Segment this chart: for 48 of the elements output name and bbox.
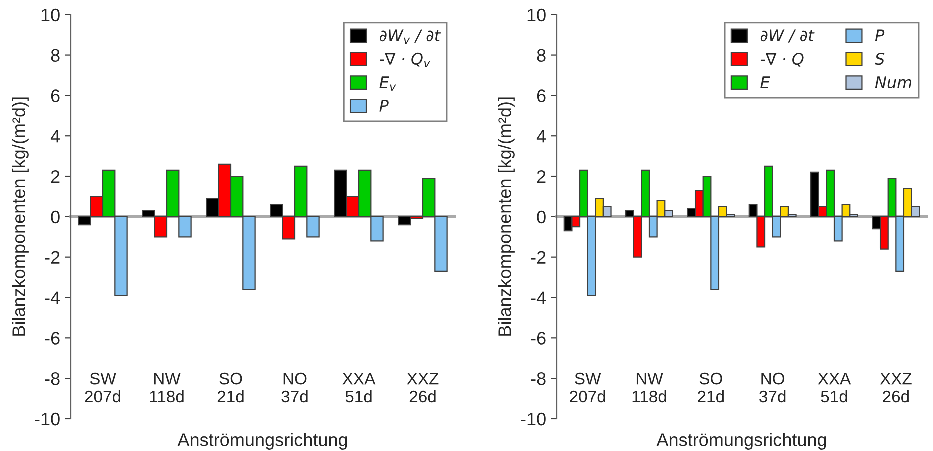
x-tick-label: XXA 51d <box>342 373 376 403</box>
x-tick-label: SO 21d <box>218 372 244 403</box>
y-tick-label: -10 <box>521 412 546 426</box>
legend-label: E$_{v}$ <box>380 76 396 91</box>
y-tick-label: 0 <box>51 210 60 224</box>
legend-label: P <box>875 30 885 42</box>
x-axis-title: Anströmungsrichtung <box>178 433 348 450</box>
y-tick-label: -8 <box>45 372 60 386</box>
y-tick-label: -8 <box>531 372 546 386</box>
x-tick-label: NO 37d <box>760 372 786 403</box>
y-tick-label: -6 <box>45 332 60 345</box>
y-tick-label: 0 <box>537 210 546 224</box>
y-tick-label: 8 <box>51 49 60 62</box>
legend-label: -∇ · Q <box>760 52 804 67</box>
legend-label: S <box>875 52 885 66</box>
x-tick-label: NO 37d <box>282 372 308 403</box>
y-tick-label: -4 <box>531 292 546 304</box>
y-tick-label: 6 <box>51 90 60 102</box>
y-tick-label: 4 <box>50 130 60 143</box>
y-tick-label: 6 <box>537 90 546 102</box>
y-tick-label: 2 <box>537 170 546 184</box>
legend-label: ∂W / ∂t <box>760 30 815 43</box>
y-tick-label: 4 <box>536 130 546 143</box>
y-tick-label: -2 <box>531 251 546 264</box>
y-axis-title: Bilanzkomponenten [kg/(m²d)] <box>498 98 515 336</box>
x-tick-label: XXA 51d <box>818 373 852 403</box>
x-tick-label: XXZ 26d <box>880 373 912 403</box>
legend-label: P <box>380 100 389 112</box>
x-tick-label: XXZ 26d <box>407 373 439 403</box>
y-tick-label: 2 <box>51 170 60 184</box>
legend-label: Num <box>875 76 912 89</box>
y-tick-label: -6 <box>531 332 546 345</box>
y-tick-label: -10 <box>35 412 60 426</box>
y-tick-label: -2 <box>45 251 60 264</box>
y-tick-label: 10 <box>42 8 60 22</box>
x-tick-label: SW 207d <box>570 372 606 403</box>
x-tick-label: SW 207d <box>85 372 120 403</box>
x-tick-label: NW 118d <box>632 373 666 403</box>
y-tick-label: -4 <box>45 292 60 304</box>
x-tick-label: NW 118d <box>150 373 184 403</box>
legend-label: E <box>760 76 770 88</box>
x-tick-label: SO 21d <box>698 372 724 403</box>
y-tick-label: 8 <box>537 49 546 62</box>
legend-label: -∇ · Q$_{v}$ <box>380 52 430 68</box>
y-tick-label: 10 <box>528 8 546 22</box>
y-axis-title: Bilanzkomponenten [kg/(m²d)] <box>12 98 29 336</box>
x-axis-title: Anströmungsrichtung <box>656 433 826 450</box>
legend-label: ∂W$_{v}$ / ∂t <box>380 30 442 44</box>
